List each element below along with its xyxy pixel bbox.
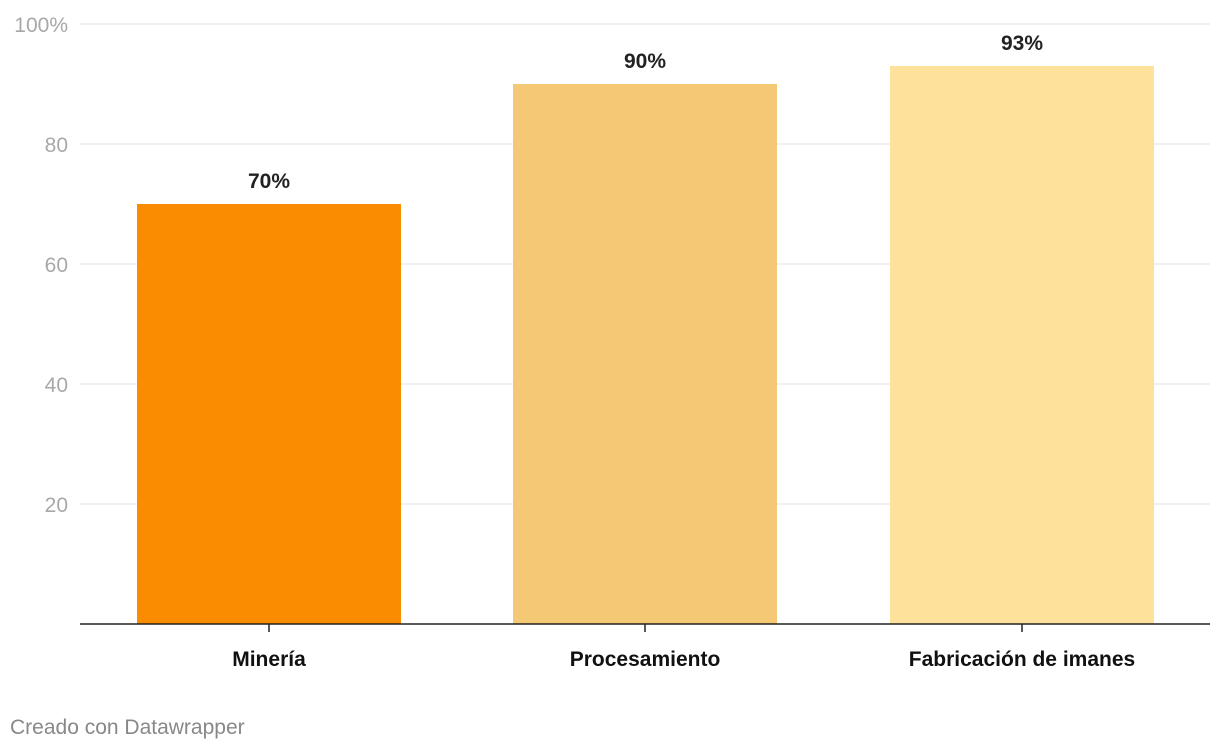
bars-layer [137,66,1154,624]
y-tick-label: 20 [45,494,68,517]
credit-text: Creado con Datawrapper [10,716,245,739]
y-tick-label: 80 [45,134,68,157]
y-tick-label: 100% [14,14,68,37]
x-category-label: Procesamiento [570,648,721,671]
axis-layer [80,623,1210,632]
bar-1 [137,204,401,624]
x-category-label: Minería [232,648,306,671]
y-tick-label: 60 [45,254,68,277]
bar-2 [513,84,777,624]
chart-svg: 20 40 60 80 100% 70% Minería 90% Procesamiento 93… [14,14,1210,671]
bar-value-label: 93% [1001,32,1043,55]
y-tick-label: 40 [45,374,68,397]
x-category-label: Fabricación de imanes [909,648,1135,671]
labels-layer: 20 40 60 80 100% 70% Minería 90% Procesamiento 93… [14,14,1135,671]
bar-value-label: 90% [624,50,666,73]
bar-3 [890,66,1154,624]
bar-value-label: 70% [248,170,290,193]
